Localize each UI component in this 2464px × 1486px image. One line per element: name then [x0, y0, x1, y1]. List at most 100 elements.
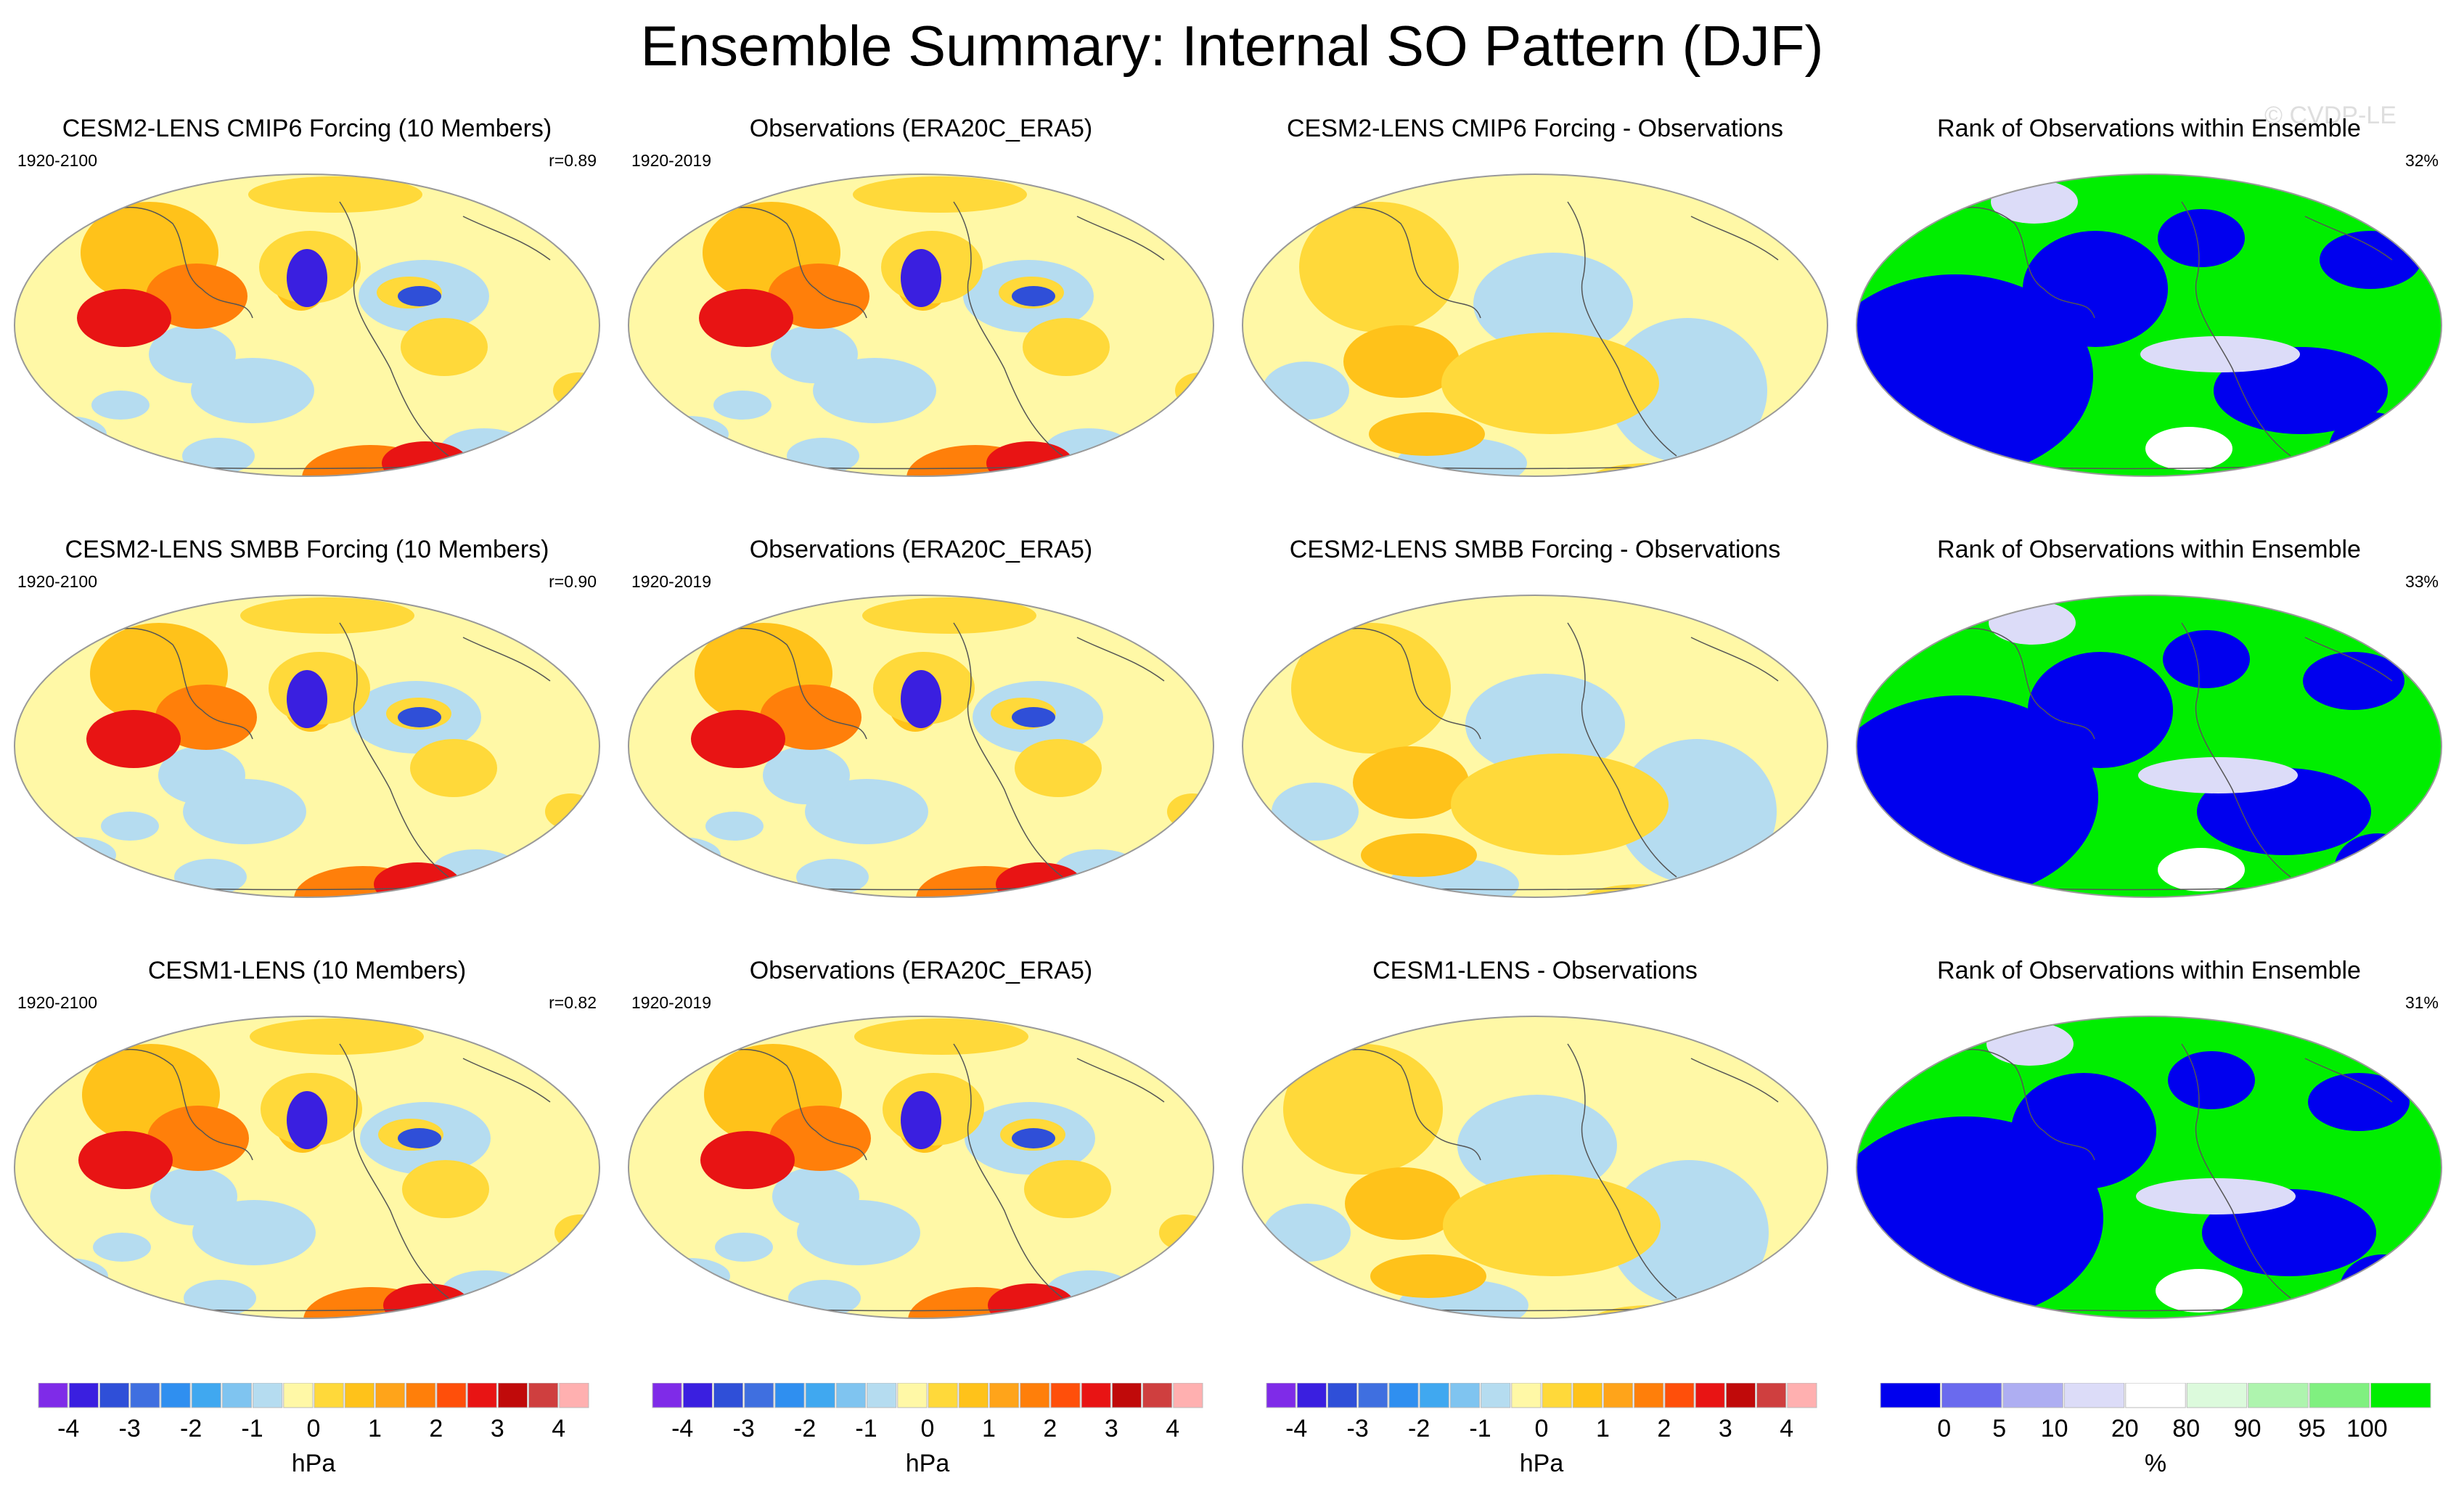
map-outline	[1856, 595, 2442, 898]
low-pressure-core	[901, 249, 941, 307]
colorbar-swatch	[1327, 1383, 1358, 1408]
low-pressure-core	[901, 1091, 941, 1149]
panel-title: CESM2-LENS CMIP6 Forcing - Observations	[1287, 115, 1783, 142]
colorbar-swatch	[38, 1383, 68, 1408]
low-pressure-anomaly	[1262, 362, 1349, 420]
map-diff	[1242, 1016, 1828, 1319]
panel-title: CESM1-LENS - Observations	[1372, 957, 1698, 984]
low-pressure-core	[901, 670, 941, 728]
map-diff	[1242, 595, 1828, 898]
colorbar-swatch	[2063, 1383, 2125, 1408]
colorbar-swatch	[374, 1383, 406, 1408]
panel-title: Observations (ERA20C_ERA5)	[749, 536, 1093, 563]
colorbar-swatch	[2309, 1383, 2370, 1408]
map-rank	[1856, 173, 2442, 477]
colorbar-tick-label: 1	[367, 1415, 382, 1442]
low-pressure-anomaly	[649, 416, 729, 452]
colorbar-swatch	[497, 1383, 528, 1408]
low-pressure-core	[398, 1128, 441, 1148]
low-pressure-anomaly	[93, 1233, 151, 1262]
high-pressure-anomaly	[250, 1018, 424, 1055]
high-pressure-anomaly	[402, 1160, 489, 1218]
colorbar-tick-label: -3	[118, 1415, 141, 1442]
colorbar-swatch	[897, 1383, 928, 1408]
high-pressure-anomaly	[248, 176, 422, 213]
colorbar-tick-label: 80	[2172, 1415, 2201, 1442]
colorbar-swatch	[314, 1383, 344, 1408]
colorbar-swatches	[1880, 1383, 2431, 1408]
colorbar-tick-label: -1	[241, 1415, 263, 1442]
rank-colorbar: 0 5 10 20 80 90 95 100%	[1880, 1383, 2431, 1485]
map-slp	[14, 595, 600, 898]
high-pressure-anomaly	[854, 1018, 1028, 1055]
panel-years: 1920-2100	[17, 151, 97, 170]
panel-stat: r=0.90	[549, 572, 597, 591]
colorbar-swatch	[2370, 1383, 2431, 1408]
colorbar-tick-label: 3	[1104, 1415, 1118, 1442]
rank-region	[2168, 1051, 2255, 1109]
high-pressure-anomaly	[1353, 746, 1469, 819]
panel-title: CESM2-LENS CMIP6 Forcing (10 Members)	[62, 115, 552, 142]
colorbar-swatch	[191, 1383, 221, 1408]
colorbar-swatch	[1142, 1383, 1173, 1408]
colorbar-swatch	[713, 1383, 744, 1408]
low-pressure-anomaly	[763, 746, 850, 804]
map-outline	[628, 173, 1214, 477]
coastlines	[85, 201, 551, 470]
colorbar-tick-label: 4	[1780, 1415, 1794, 1442]
colorbar-swatch	[1481, 1383, 1511, 1408]
high-pressure-anomaly	[1441, 332, 1659, 434]
map-panel-p20: CESM1-LENS (10 Members) 1920-2100 r=0.82	[0, 957, 614, 1371]
colorbar-swatch	[1081, 1383, 1111, 1408]
colorbar-swatch	[774, 1383, 805, 1408]
colorbar-swatch	[1296, 1383, 1327, 1408]
low-pressure-anomaly	[715, 1233, 773, 1262]
low-pressure-core	[287, 1091, 327, 1149]
colorbar-tick-label: 3	[490, 1415, 504, 1442]
colorbar-swatch	[835, 1383, 867, 1408]
high-pressure-anomaly	[699, 289, 793, 347]
coastlines	[1927, 201, 2393, 470]
colorbar-tick-label: -1	[855, 1415, 877, 1442]
panel-years: 1920-2019	[631, 572, 711, 591]
high-pressure-anomaly	[1370, 1254, 1486, 1298]
colorbar-swatches	[652, 1383, 1203, 1408]
colorbar-swatch	[283, 1383, 314, 1408]
colorbar-tick-label: 2	[1043, 1415, 1057, 1442]
low-pressure-anomaly	[772, 1167, 859, 1225]
high-pressure-anomaly	[401, 318, 488, 376]
rank-region	[2028, 652, 2173, 768]
panel-title: Rank of Observations within Ensemble	[1937, 957, 2361, 984]
colorbar-swatch	[2002, 1383, 2063, 1408]
colorbar-tick-label: -3	[732, 1415, 755, 1442]
map-outline	[1242, 1016, 1828, 1319]
colorbar-tick-label: 95	[2298, 1415, 2326, 1442]
colorbar-tick-label: 2	[1657, 1415, 1671, 1442]
colorbar-swatch	[1358, 1383, 1388, 1408]
panel-stat: r=0.82	[549, 993, 597, 1012]
low-pressure-anomaly	[1272, 783, 1359, 841]
map-slp	[14, 173, 600, 477]
panel-years: 1920-2100	[17, 993, 97, 1012]
colorbar-tick-label: 90	[2233, 1415, 2262, 1442]
colorbar-swatch	[406, 1383, 436, 1408]
colorbar-unit-label: %	[2144, 1450, 2167, 1477]
coastlines	[85, 1043, 551, 1312]
colorbar-swatch	[1725, 1383, 1756, 1408]
map-diff	[1242, 173, 1828, 477]
high-pressure-anomaly	[760, 685, 861, 750]
coastlines	[1313, 1043, 1779, 1312]
map-panel-p13: Rank of Observations within Ensemble 33%	[1842, 536, 2456, 950]
colorbar-swatch	[160, 1383, 191, 1408]
colorbar-swatch	[744, 1383, 774, 1408]
low-pressure-anomaly	[771, 325, 858, 383]
rank-region	[2308, 1073, 2410, 1131]
rank-region	[2011, 1073, 2156, 1189]
colorbar-swatch	[989, 1383, 1020, 1408]
colorbar-swatch	[559, 1383, 589, 1408]
low-pressure-anomaly	[101, 812, 159, 841]
map-rank	[1856, 1016, 2442, 1319]
high-pressure-anomaly	[1451, 754, 1669, 855]
low-pressure-core	[287, 670, 327, 728]
colorbar-unit-label: hPa	[1519, 1450, 1564, 1477]
